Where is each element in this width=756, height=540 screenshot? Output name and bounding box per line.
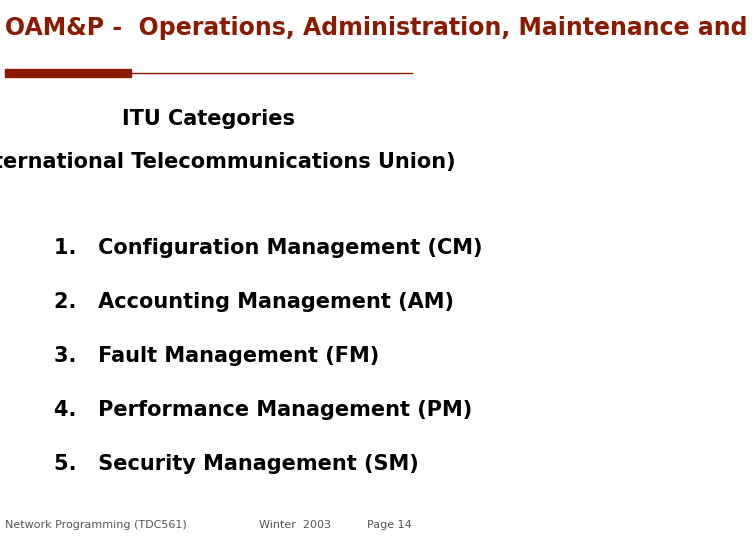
Text: 1.   Configuration Management (CM): 1. Configuration Management (CM): [54, 238, 483, 259]
Text: Network Programming (TDC561): Network Programming (TDC561): [5, 520, 187, 530]
Text: 4.   Performance Management (PM): 4. Performance Management (PM): [54, 400, 473, 421]
Bar: [5, 69, 131, 77]
Text: Page 14: Page 14: [367, 520, 412, 530]
Text: ITU Categories: ITU Categories: [122, 109, 296, 129]
Text: Winter  2003: Winter 2003: [259, 520, 331, 530]
Text: 3.   Fault Management (FM): 3. Fault Management (FM): [54, 346, 380, 367]
Text: (International Telecommunications Union): (International Telecommunications Union): [0, 152, 456, 172]
Text: 2.   Accounting Management (AM): 2. Accounting Management (AM): [54, 292, 454, 313]
Text: 5.   Security Management (SM): 5. Security Management (SM): [54, 454, 419, 475]
Text: OAM&P -  Operations, Administration, Maintenance and Provisioning: OAM&P - Operations, Administration, Main…: [5, 17, 756, 40]
